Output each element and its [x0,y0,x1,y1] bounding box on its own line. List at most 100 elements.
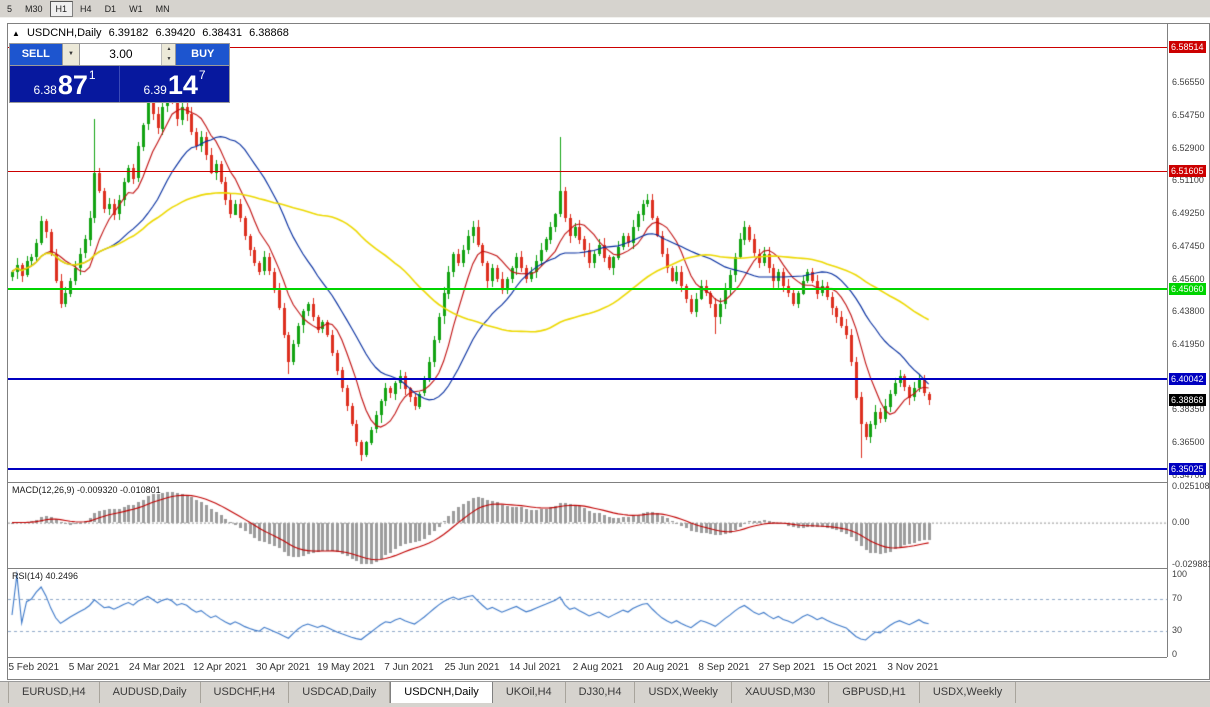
price-axis-tick: 6.52900 [1172,142,1205,153]
rsi-axis-tick: 0 [1172,649,1178,659]
macd-axis-tick: -0.029881 [1172,559,1210,569]
volume-input[interactable]: 3.00 [109,47,133,61]
volume-spinner: ▲ ▼ [161,44,176,65]
price-axis-tick: 6.43800 [1172,306,1205,317]
sell-price-display[interactable]: 6.38 87 1 [10,66,120,102]
macd-axis-tick: 0.00 [1172,516,1190,527]
date-axis: 15 Feb 2021 5 Mar 2021 24 Mar 2021 12 Apr 2… [8,657,1167,679]
rsi-axis-tick: 30 [1172,625,1183,635]
chart-low-value: 6.38431 [202,27,243,39]
timeframe-button-h1[interactable]: H1 [49,0,74,17]
symbol-tab-usdx-weekly[interactable]: USDX,Weekly [920,682,1017,704]
symbol-tab-xauusd-m30[interactable]: XAUUSD,M30 [732,682,830,704]
horizontal-level-line[interactable] [8,377,1167,380]
level-price-label: 6.45060 [1169,282,1206,295]
rsi-axis-tick: 70 [1172,593,1183,603]
sell-price-big: 87 [57,70,88,100]
symbol-tab-audusd-daily[interactable]: AUDUSD,Daily [100,682,201,704]
macd-indicator-pane[interactable]: MACD(12,26,9) -0.009320 -0.010801 [8,482,1167,568]
rsi-indicator-pane[interactable]: RSI(14) 40.2496 [8,568,1167,657]
date-axis-tick: 14 Jul 2021 [509,662,561,673]
symbol-tab-usdchf-h4[interactable]: USDCHF,H4 [201,682,290,704]
date-axis-tick: 30 Apr 2021 [256,662,310,673]
symbol-tab-usdcnh-daily[interactable]: USDCNH,Daily [390,682,493,704]
collapse-triangle-icon[interactable]: ▲ [12,29,20,38]
sell-price-small: 6.38 [33,83,57,97]
date-axis-tick: 24 Mar 2021 [128,662,186,673]
date-axis-tick: 19 May 2021 [317,662,375,673]
timeframe-button-m30[interactable]: M30 [19,0,49,17]
buy-button[interactable]: BUY [176,44,229,65]
symbol-tab-gbpusd-h1[interactable]: GBPUSD,H1 [829,682,920,704]
timeframe-button-w1[interactable]: W1 [123,0,149,17]
date-axis-tick: 12 Apr 2021 [193,662,247,673]
date-axis-tick: 7 Jun 2021 [384,662,434,673]
level-price-label: 6.40042 [1169,372,1206,385]
macd-canvas[interactable] [8,483,1167,568]
horizontal-level-line[interactable] [8,46,1167,48]
date-axis-tick: 5 Mar 2021 [68,662,120,673]
date-axis-tick: 20 Aug 2021 [632,662,690,673]
timeframe-button-mn[interactable]: MN [149,0,176,17]
symbol-tab-usdcad-daily[interactable]: USDCAD,Daily [289,682,391,704]
date-axis-tick: 15 Oct 2021 [822,662,878,673]
volume-spin-up-icon[interactable]: ▲ [166,46,172,52]
price-axis-tick: 6.51100 [1172,175,1204,186]
date-axis-tick: 25 Jun 2021 [444,662,500,673]
chart-window: ▲ USDCNH,Daily 6.39182 6.39420 6.38431 6… [7,23,1210,680]
level-price-label: 6.51605 [1169,165,1206,178]
price-axis-tick: 6.38350 [1172,404,1205,415]
main-chart-pane[interactable]: ▲ USDCNH,Daily 6.39182 6.39420 6.38431 6… [8,24,1167,481]
buy-price-display[interactable]: 6.39 14 7 [120,66,229,102]
horizontal-level-line[interactable] [8,170,1167,172]
price-axis-tick: 6.45600 [1172,273,1205,284]
volume-spin-down-icon[interactable]: ▼ [166,56,172,62]
rsi-axis-tick: 100 [1172,569,1188,579]
buy-price-small: 6.39 [143,83,167,97]
volume-field[interactable]: 3.00 ▲ ▼ [80,44,177,65]
symbol-tab-ukoil-h4[interactable]: UKOil,H4 [493,682,566,704]
date-axis-tick: 15 Feb 2021 [8,662,60,673]
date-axis-tick: 2 Aug 2021 [572,662,624,673]
price-axis-tick: 6.36500 [1172,437,1205,448]
price-axis-tick: 6.49250 [1172,208,1205,219]
price-axis-tick: 6.54750 [1172,109,1205,120]
macd-axis-tick: 0.025108 [1172,481,1210,491]
rsi-canvas[interactable] [8,569,1167,657]
window-bottom-strip [0,703,1210,707]
price-axis: 6.56550 6.54750 6.52900 6.51100 6.49250 6.474… [1167,24,1210,659]
sell-price-sup: 1 [88,68,96,82]
level-price-label: 6.35025 [1169,462,1206,475]
price-axis-tick: 6.56550 [1172,77,1205,88]
one-click-trading-panel: SELL ▼ 3.00 ▲ ▼ BUY 6.38 87 [9,43,230,103]
date-axis-tick: 27 Sep 2021 [758,662,816,673]
symbol-tab-eurusd-h4[interactable]: EURUSD,H4 [8,682,100,704]
date-axis-tick: 8 Sep 2021 [698,662,750,673]
timeframe-button-5[interactable]: 5 [1,0,19,17]
symbol-tab-usdx-weekly[interactable]: USDX,Weekly [635,682,732,704]
chart-title: ▲ USDCNH,Daily 6.39182 6.39420 6.38431 6… [12,27,293,39]
rsi-label: RSI(14) 40.2496 [12,571,79,581]
timeframe-toolbar: 5 M30 H1 H4 D1 W1 MN [0,0,1210,18]
buy-price-big: 14 [167,70,198,100]
chart-symbol-label: USDCNH,Daily [26,27,102,39]
chart-high-value: 6.39420 [155,27,196,39]
timeframe-button-d1[interactable]: D1 [98,0,123,17]
level-price-label: 6.58514 [1169,41,1206,54]
current-price-label: 6.38868 [1169,393,1206,406]
horizontal-level-line[interactable] [8,287,1167,290]
timeframe-button-h4[interactable]: H4 [74,0,98,17]
chart-open-value: 6.39182 [108,27,149,39]
price-axis-tick: 6.41950 [1172,339,1205,350]
sell-button[interactable]: SELL [10,44,62,65]
volume-dropdown-button[interactable]: ▼ [61,44,81,65]
symbol-tab-bar: EURUSD,H4 AUDUSD,Daily USDCHF,H4 USDCAD,Dai… [0,681,1210,704]
horizontal-level-line[interactable] [8,467,1167,470]
date-axis-tick: 3 Nov 2021 [887,662,939,673]
buy-price-sup: 7 [198,68,206,82]
symbol-tab-dj30-h4[interactable]: DJ30,H4 [566,682,636,704]
chart-close-value: 6.38868 [249,27,289,39]
macd-label: MACD(12,26,9) -0.009320 -0.010801 [12,485,161,495]
price-axis-tick: 6.47450 [1172,240,1205,251]
